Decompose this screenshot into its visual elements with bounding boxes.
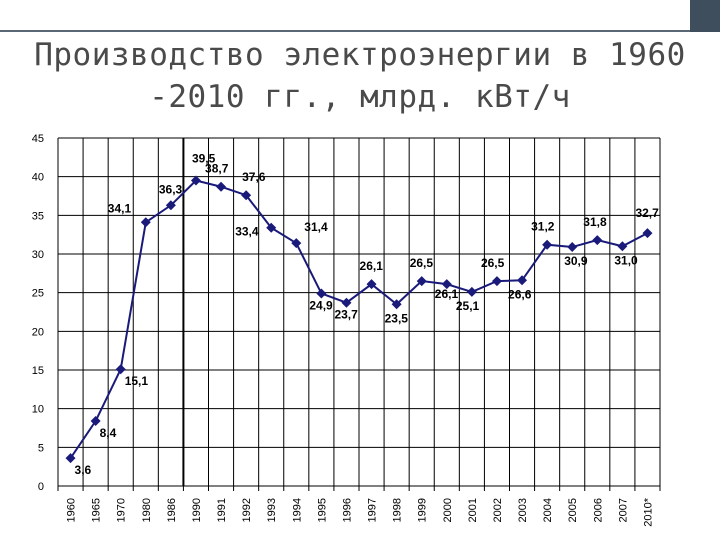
data-label: 25,1 [456, 299, 480, 313]
x-tick-label: 2006 [592, 498, 604, 522]
x-tick-label: 1993 [266, 498, 278, 522]
data-point-marker [65, 453, 76, 464]
data-point-marker [341, 297, 352, 308]
data-point-marker [491, 276, 502, 287]
data-label: 31,0 [614, 253, 638, 267]
data-label: 26,5 [481, 256, 505, 270]
slide-title: Производство электроэнергии в 1960 -2010… [20, 34, 700, 118]
y-tick-labels: 0 5 10 15 20 25 30 35 40 45 [32, 133, 44, 493]
x-tick-label: 2005 [567, 498, 579, 522]
data-label: 26,1 [435, 287, 459, 301]
data-label: 33,4 [235, 225, 259, 239]
data-point-marker [115, 364, 126, 375]
y-tick-label: 25 [32, 288, 44, 300]
chart-container: 0 5 10 15 20 25 30 35 40 45 1960 1965 1970 1980 1986 1… [0, 124, 720, 540]
data-label: 34,1 [108, 201, 132, 215]
series-layer [65, 175, 653, 464]
data-point-marker [266, 222, 277, 233]
y-tick-label: 30 [32, 249, 44, 261]
data-point-marker [517, 275, 528, 286]
x-tick-label: 1970 [116, 498, 128, 522]
x-tick-label: 1999 [417, 498, 429, 522]
data-point-marker [642, 228, 653, 239]
data-label: 31,4 [304, 220, 328, 234]
data-point-marker [190, 175, 201, 186]
data-point-marker [216, 181, 227, 192]
data-label: 30,9 [564, 254, 588, 268]
x-tick-label: 1960 [66, 498, 78, 522]
data-labels: 3,6 8,4 15,1 34,1 36,3 39,538,7 37,6 33,4 31,4 24… [75, 152, 660, 478]
data-label: 3,6 [75, 463, 92, 477]
x-tick-label: 2007 [617, 498, 629, 522]
data-point-marker [90, 416, 101, 427]
x-tick-label: 1991 [216, 498, 228, 522]
data-point-marker [617, 241, 628, 252]
data-label: 23,7 [334, 308, 358, 322]
data-point-marker [592, 235, 603, 246]
x-tick-label: 1995 [316, 498, 328, 522]
data-point-marker [441, 279, 452, 290]
y-tick-label: 5 [38, 442, 44, 454]
x-tick-label: 1980 [141, 498, 153, 522]
x-tick-label: 2004 [542, 498, 554, 522]
data-label: 26,6 [508, 287, 532, 301]
data-point-marker [316, 288, 327, 299]
y-tick-label: 20 [32, 326, 44, 338]
data-point-marker [416, 276, 427, 287]
data-point-marker [567, 242, 578, 253]
slide-header-bar [0, 0, 720, 32]
y-tick-label: 45 [32, 133, 44, 145]
data-label: 36,3 [159, 182, 183, 196]
header-rule [0, 30, 690, 32]
data-point-marker [291, 238, 302, 249]
data-label: 32,7 [635, 206, 659, 220]
data-point-marker [165, 200, 176, 211]
data-label: 31,2 [531, 220, 555, 234]
data-label: 31,8 [583, 215, 607, 229]
y-tick-label: 10 [32, 404, 44, 416]
data-label: 26,1 [360, 259, 384, 273]
grid-layer [57, 137, 661, 491]
x-tick-labels: 1960 1965 1970 1980 1986 1990 1991 1992 1993 1994… [66, 497, 655, 526]
data-label: 39,5 [192, 152, 216, 166]
y-tick-label: 35 [32, 210, 44, 222]
data-label: 8,4 [100, 426, 117, 440]
y-tick-label: 40 [32, 172, 44, 184]
x-tick-label: 1998 [392, 498, 404, 522]
y-tick-label: 15 [32, 365, 44, 377]
data-point-marker [241, 190, 252, 201]
data-label: 15,1 [125, 374, 149, 388]
x-tick-label: 2010* [642, 497, 654, 526]
x-tick-label: 1997 [367, 498, 379, 522]
x-tick-label: 1965 [91, 498, 103, 522]
x-tick-label: 1996 [341, 498, 353, 522]
x-tick-label: 2000 [442, 498, 454, 522]
x-tick-label: 1986 [166, 498, 178, 522]
x-tick-label: 1994 [291, 498, 303, 522]
data-label: 37,6 [242, 170, 266, 184]
x-tick-label: 2002 [492, 498, 504, 522]
data-label: 26,5 [410, 256, 434, 270]
slide-title-line-1: Производство электроэнергии в 1960 [34, 37, 686, 73]
slide-title-line-2: -2010 гг., млрд. кВт/ч [149, 79, 571, 115]
data-point-marker [140, 217, 151, 228]
x-tick-label: 2001 [467, 498, 479, 522]
data-label: 38,7 [205, 162, 229, 176]
x-tick-label: 1990 [191, 498, 203, 522]
x-tick-label: 1992 [241, 498, 253, 522]
data-point-marker [391, 299, 402, 310]
data-label: 24,9 [309, 298, 333, 312]
x-tick-label: 2003 [517, 498, 529, 522]
y-tick-label: 0 [38, 481, 44, 493]
data-point-marker [366, 279, 377, 290]
data-point-marker [542, 239, 553, 250]
header-accent-block [690, 0, 720, 32]
data-point-marker [466, 286, 477, 297]
data-label: 23,5 [385, 311, 409, 325]
